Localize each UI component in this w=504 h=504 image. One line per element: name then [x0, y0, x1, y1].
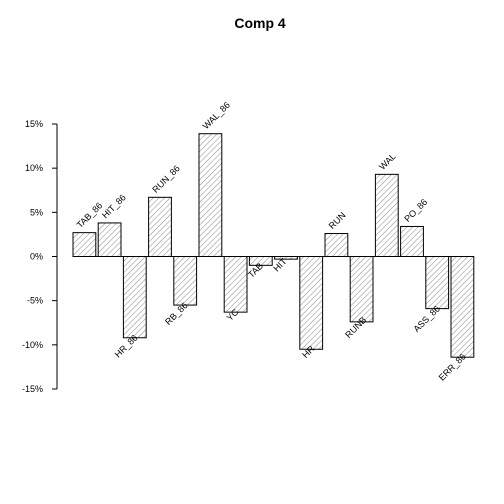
bar: [274, 256, 298, 260]
y-tick-label: 5%: [30, 207, 43, 217]
bar: [198, 133, 223, 257]
y-tick-label: 0%: [30, 252, 43, 262]
bar-label: RUN: [327, 210, 348, 231]
bar: [122, 256, 147, 339]
bar: [173, 256, 198, 306]
bar: [425, 256, 450, 310]
bar: [72, 232, 97, 257]
bar: [349, 256, 374, 323]
bar: [299, 256, 324, 350]
y-tick-label: 10%: [25, 163, 43, 173]
bar: [374, 173, 399, 258]
bars-group: [72, 133, 475, 358]
y-tick-label: -5%: [27, 296, 43, 306]
bar: [324, 233, 349, 258]
bar-label: PO_86: [402, 197, 429, 224]
bar: [97, 222, 122, 257]
bar: [450, 256, 475, 358]
bar: [148, 196, 172, 257]
bar-label: WAL_86: [201, 100, 232, 131]
bar: [248, 256, 273, 266]
bar-label: WAL: [377, 151, 398, 172]
bar: [400, 225, 424, 257]
chart-title: Comp 4: [234, 15, 286, 31]
y-tick-label: -15%: [22, 384, 43, 394]
bar-label: RUN_86: [150, 163, 181, 194]
bar-label: HIT_86: [100, 192, 128, 220]
y-tick-label: -10%: [22, 340, 43, 350]
bar: [223, 256, 248, 313]
y-tick-label: 15%: [25, 119, 43, 129]
